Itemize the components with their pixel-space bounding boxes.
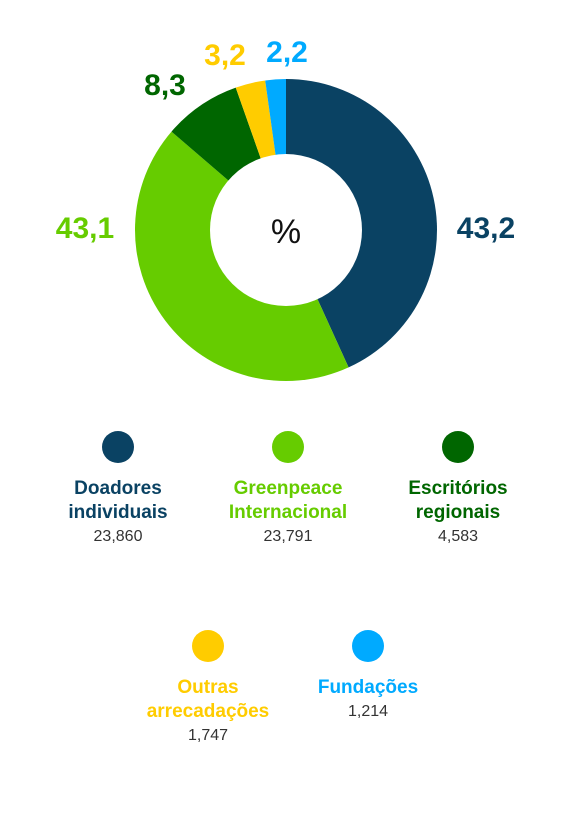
legend-name-outras: Outras arrecadações <box>146 677 270 722</box>
legend-name-greenpeace: Greenpeace Internacional <box>228 478 348 523</box>
slice-label-fundacoes: 2,2 <box>266 36 308 69</box>
legend-name-fundacoes: Fundações <box>317 677 419 698</box>
slice-label-outras: 3,2 <box>204 39 246 72</box>
legend-dot-doadores <box>102 431 134 463</box>
legend-value-doadores: 23,860 <box>93 528 143 545</box>
legend-item-greenpeace: Greenpeace Internacional 23,791 <box>203 431 373 546</box>
center-label: % <box>271 213 301 251</box>
legend-dot-escritorios <box>442 431 474 463</box>
donut-hole <box>210 154 362 306</box>
legend-value-escritorios: 4,583 <box>437 528 479 545</box>
legend-name-doadores: Doadores individuais <box>68 478 168 523</box>
legend-value-outras: 1,747 <box>187 727 229 744</box>
legend-dot-outras <box>192 630 224 662</box>
legend-dot-fundacoes <box>352 630 384 662</box>
donut-chart: % 43,2 43,1 8,3 3,2 2,2 <box>56 36 515 381</box>
slice-label-greenpeace: 43,1 <box>56 212 114 245</box>
legend-value-greenpeace: 23,791 <box>263 528 313 545</box>
legend-item-doadores: Doadores individuais 23,860 <box>33 431 203 546</box>
legend-item-escritorios: Escritórios regionais 4,583 <box>373 431 543 546</box>
legend-item-fundacoes: Fundações 1,214 <box>283 630 453 721</box>
legend-value-fundacoes: 1,214 <box>347 703 389 720</box>
legend-name-escritorios: Escritórios regionais <box>408 478 508 523</box>
slice-label-doadores: 43,2 <box>457 212 515 245</box>
legend-item-outras: Outras arrecadações 1,747 <box>123 630 293 745</box>
legend-dot-greenpeace <box>272 431 304 463</box>
slice-label-escritorios: 8,3 <box>144 69 186 102</box>
